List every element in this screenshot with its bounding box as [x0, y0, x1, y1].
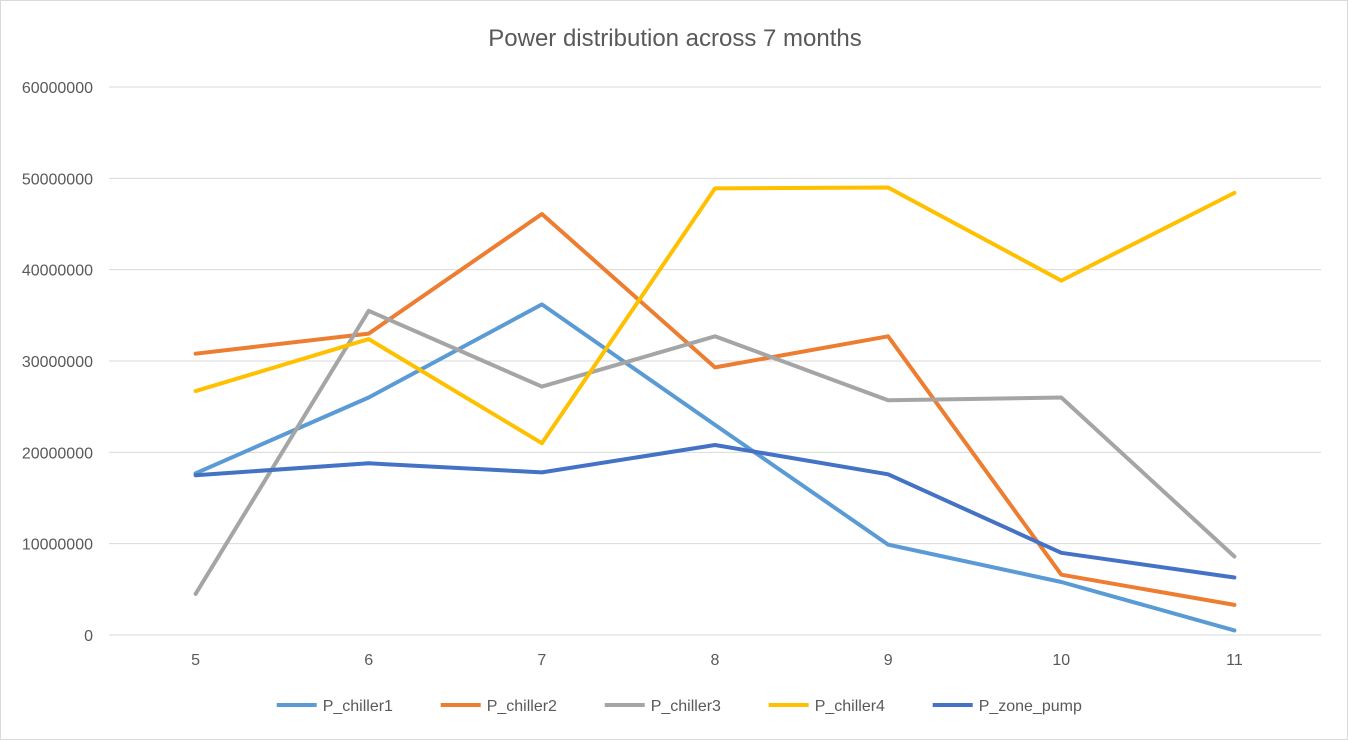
series-line-p-chiller1 [193, 302, 1237, 633]
gridlines [109, 86, 1321, 636]
y-tick-label: 30000000 [22, 354, 93, 371]
series-line-p-chiller3 [193, 308, 1237, 596]
legend: P_chiller1 P_chiller2 P_chiller3 P_chiller4… [276, 698, 1082, 715]
legend-label: P_chiller3 [651, 698, 721, 715]
x-tick-label: 8 [711, 652, 720, 669]
x-tick-label: 10 [1052, 652, 1070, 669]
x-tick-label: 7 [537, 652, 546, 669]
series-line-p-chiller2 [193, 212, 1237, 607]
legend-label: P_zone_pump [979, 698, 1082, 715]
legend-item-p-chiller2: P_chiller2 [440, 698, 557, 715]
x-axis-tick-labels: 5 6 7 8 9 10 11 [191, 652, 1243, 669]
y-tick-label: 60000000 [22, 80, 93, 97]
legend-item-p-zone-pump: P_zone_pump [932, 698, 1082, 715]
series-line-p-zone-pump [193, 443, 1237, 580]
y-tick-label: 40000000 [22, 263, 93, 280]
x-tick-label: 6 [364, 652, 373, 669]
legend-label: P_chiller1 [323, 698, 393, 715]
legend-item-p-chiller1: P_chiller1 [276, 698, 393, 715]
x-tick-label: 5 [191, 652, 200, 669]
chart-title: Power distribution across 7 months [488, 25, 862, 52]
x-tick-label: 11 [1226, 652, 1243, 669]
legend-item-p-chiller3: P_chiller3 [604, 698, 721, 715]
legend-label: P_chiller4 [815, 698, 885, 715]
y-tick-label: 50000000 [22, 171, 93, 188]
y-axis-tick-labels: 0 10000000 20000000 30000000 40000000 5000000… [22, 80, 93, 645]
x-tick-label: 9 [884, 652, 893, 669]
series-line-p-chiller4 [193, 185, 1237, 446]
legend-label: P_chiller2 [487, 698, 557, 715]
y-tick-label: 20000000 [22, 445, 93, 462]
series-lines [193, 185, 1237, 633]
y-tick-label: 10000000 [22, 537, 93, 554]
y-tick-label: 0 [84, 628, 93, 645]
legend-item-p-chiller4: P_chiller4 [768, 698, 885, 715]
